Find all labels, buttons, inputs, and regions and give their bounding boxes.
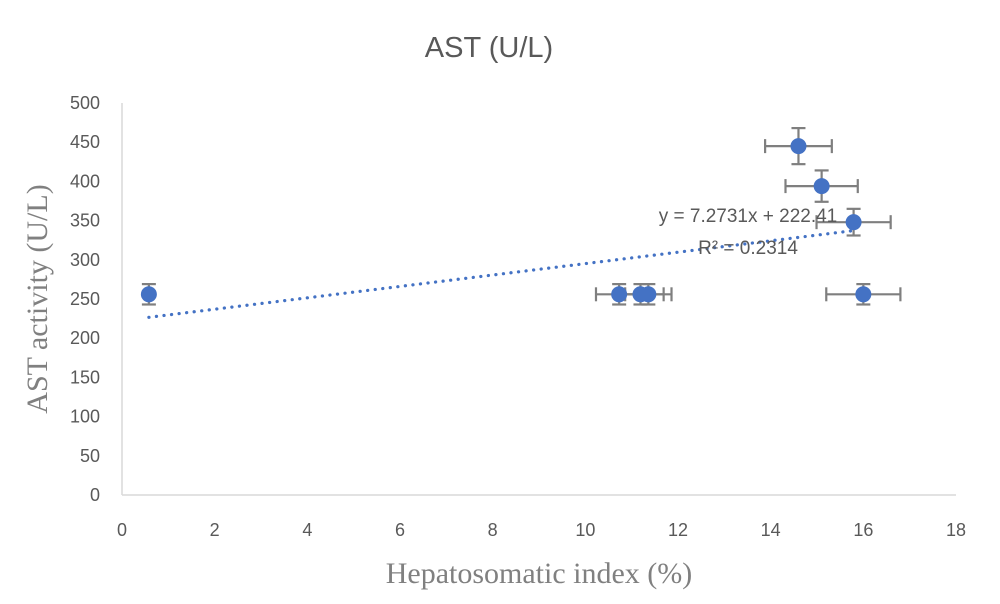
y-tick-label: 50: [80, 446, 100, 466]
axes: [121, 103, 956, 496]
trendline-equation: y = 7.2731x + 222.41: [659, 206, 838, 227]
y-tick-label: 150: [70, 367, 100, 387]
x-tick-label: 12: [668, 520, 688, 540]
y-tick-label: 450: [70, 132, 100, 152]
x-tick-label: 4: [302, 520, 312, 540]
x-tick-label: 14: [761, 520, 781, 540]
data-points: [140, 138, 872, 303]
data-point: [813, 178, 830, 195]
x-tick-label: 6: [395, 520, 405, 540]
x-axis-label: Hepatosomatic index (%): [386, 557, 693, 590]
trendline: [147, 228, 856, 319]
y-tick-label: 350: [70, 211, 100, 231]
x-tick-label: 8: [488, 520, 498, 540]
data-point: [140, 286, 157, 303]
trendline-r2: R² = 0.2314: [698, 238, 798, 259]
data-point: [855, 286, 872, 303]
data-point: [790, 138, 807, 155]
y-tick-label: 250: [70, 289, 100, 309]
y-axis-label: AST activity (U/L): [21, 184, 54, 413]
trendline-layer: [147, 228, 856, 319]
chart-title: AST (U/L): [425, 32, 553, 64]
y-tick-label: 100: [70, 407, 100, 427]
x-tick-label: 2: [210, 520, 220, 540]
y-tick-label: 500: [70, 93, 100, 113]
x-tick-label: 10: [575, 520, 595, 540]
data-point: [611, 286, 628, 303]
x-tick-label: 18: [946, 520, 966, 540]
tick-labels: 0 2 4 6 8 10 12 14 16 18 0 50 100 150 200 250 300 350 400 4…: [70, 93, 966, 540]
y-tick-label: 400: [70, 171, 100, 191]
x-tick-label: 16: [853, 520, 873, 540]
data-point: [845, 214, 862, 231]
y-tick-label: 200: [70, 328, 100, 348]
y-tick-label: 300: [70, 250, 100, 270]
data-point: [640, 286, 657, 303]
y-tick-label: 0: [90, 485, 100, 505]
x-tick-label: 0: [117, 520, 127, 540]
